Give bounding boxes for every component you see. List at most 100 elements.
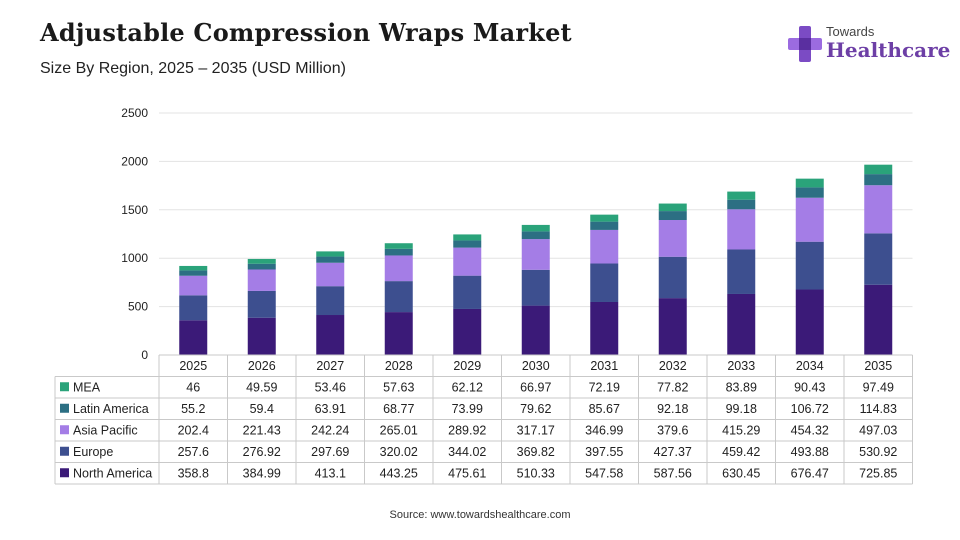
bar-segment [658, 203, 687, 212]
bar-segment [316, 262, 345, 287]
data-label: 320.02 [380, 445, 418, 459]
data-label: 547.58 [585, 466, 623, 480]
data-label: 106.72 [791, 402, 829, 416]
bar-segment [453, 234, 482, 241]
data-label: 242.24 [311, 423, 349, 437]
data-label: 55.2 [181, 402, 205, 416]
data-label: 317.17 [517, 423, 555, 437]
data-label: 676.47 [791, 466, 829, 480]
bar-segment [316, 286, 345, 316]
data-label: 66.97 [520, 380, 551, 394]
data-label: 397.55 [585, 445, 623, 459]
x-tick-label: 2028 [385, 359, 413, 373]
bar-segment [795, 197, 824, 242]
bar-segment [453, 240, 482, 248]
x-tick-label: 2035 [864, 359, 892, 373]
bar-segment [521, 305, 550, 355]
bar-segment [521, 269, 550, 306]
bar-segment [521, 224, 550, 232]
bar-segment [590, 229, 619, 264]
bar-segment [179, 320, 208, 355]
data-label: 493.88 [791, 445, 829, 459]
data-label: 346.99 [585, 423, 623, 437]
bar-segment [384, 312, 413, 355]
data-label: 459.42 [722, 445, 760, 459]
data-label: 46 [186, 380, 200, 394]
data-label: 475.61 [448, 466, 486, 480]
bar-segment [658, 211, 687, 221]
y-tick-label: 0 [141, 348, 148, 362]
data-label: 99.18 [726, 402, 757, 416]
legend-label: Latin America [73, 402, 149, 416]
data-label: 83.89 [726, 380, 757, 394]
data-label: 59.4 [250, 402, 274, 416]
y-tick-label: 2000 [121, 154, 148, 168]
data-label: 72.19 [589, 380, 620, 394]
bar-segment [384, 255, 413, 282]
data-label: 276.92 [243, 445, 281, 459]
bar-segment [795, 187, 824, 198]
bar-segment [658, 298, 687, 355]
y-tick-label: 500 [128, 300, 148, 314]
data-label: 725.85 [859, 466, 897, 480]
bar-segment [179, 275, 208, 296]
bar-segment [521, 239, 550, 270]
data-label: 265.01 [380, 423, 418, 437]
x-tick-label: 2032 [659, 359, 687, 373]
data-label: 73.99 [452, 402, 483, 416]
bar-segment [179, 270, 208, 276]
data-label: 97.49 [863, 380, 894, 394]
x-tick-label: 2031 [590, 359, 618, 373]
bar-segment [316, 251, 345, 257]
logo-top-text: Towards [826, 24, 875, 39]
bar-segment [658, 256, 687, 299]
data-label: 344.02 [448, 445, 486, 459]
data-label: 257.6 [178, 445, 209, 459]
data-label: 202.4 [178, 423, 209, 437]
bar-segment [795, 178, 824, 188]
data-label: 587.56 [654, 466, 692, 480]
bar-segment [590, 301, 619, 355]
bar-segment [316, 256, 345, 263]
bar-segment [521, 231, 550, 240]
x-tick-label: 2030 [522, 359, 550, 373]
data-label: 77.82 [657, 380, 688, 394]
bar-segment [247, 317, 276, 355]
data-label: 57.63 [383, 380, 414, 394]
bar-segment [658, 220, 687, 257]
data-label: 221.43 [243, 423, 281, 437]
logo-main-text: Healthcare [826, 38, 951, 62]
bar-segment [247, 269, 276, 291]
source-note: Source: www.towardshealthcare.com [389, 509, 571, 521]
bar-segment [727, 293, 756, 355]
legend-key [60, 446, 69, 456]
legend-key [60, 468, 69, 478]
data-label: 384.99 [243, 466, 281, 480]
bar-segment [727, 209, 756, 250]
bar-segment [864, 164, 893, 175]
data-label: 413.1 [315, 466, 346, 480]
bar-segment [247, 263, 276, 270]
data-label: 297.69 [311, 445, 349, 459]
data-label: 358.8 [178, 466, 209, 480]
bar-segment [316, 315, 345, 355]
data-label: 62.12 [452, 380, 483, 394]
data-label: 63.91 [315, 402, 346, 416]
y-tick-label: 1000 [121, 251, 148, 265]
chart-title: Adjustable Compression Wraps Market [40, 18, 572, 47]
bar-segment [384, 281, 413, 313]
bar-segment [727, 191, 756, 200]
data-label: 114.83 [860, 402, 897, 416]
legend-label: Europe [73, 445, 113, 459]
data-label: 415.29 [722, 423, 760, 437]
bar-segment [179, 265, 208, 271]
legend-key [60, 425, 69, 435]
y-tick-label: 1500 [121, 203, 148, 217]
data-label: 369.82 [517, 445, 555, 459]
data-label: 443.25 [380, 466, 418, 480]
bar-segment [795, 241, 824, 290]
bar-segment [590, 221, 619, 230]
bar-segment [727, 199, 756, 210]
medical-cross-icon [788, 26, 822, 62]
bar-segment [864, 233, 893, 285]
